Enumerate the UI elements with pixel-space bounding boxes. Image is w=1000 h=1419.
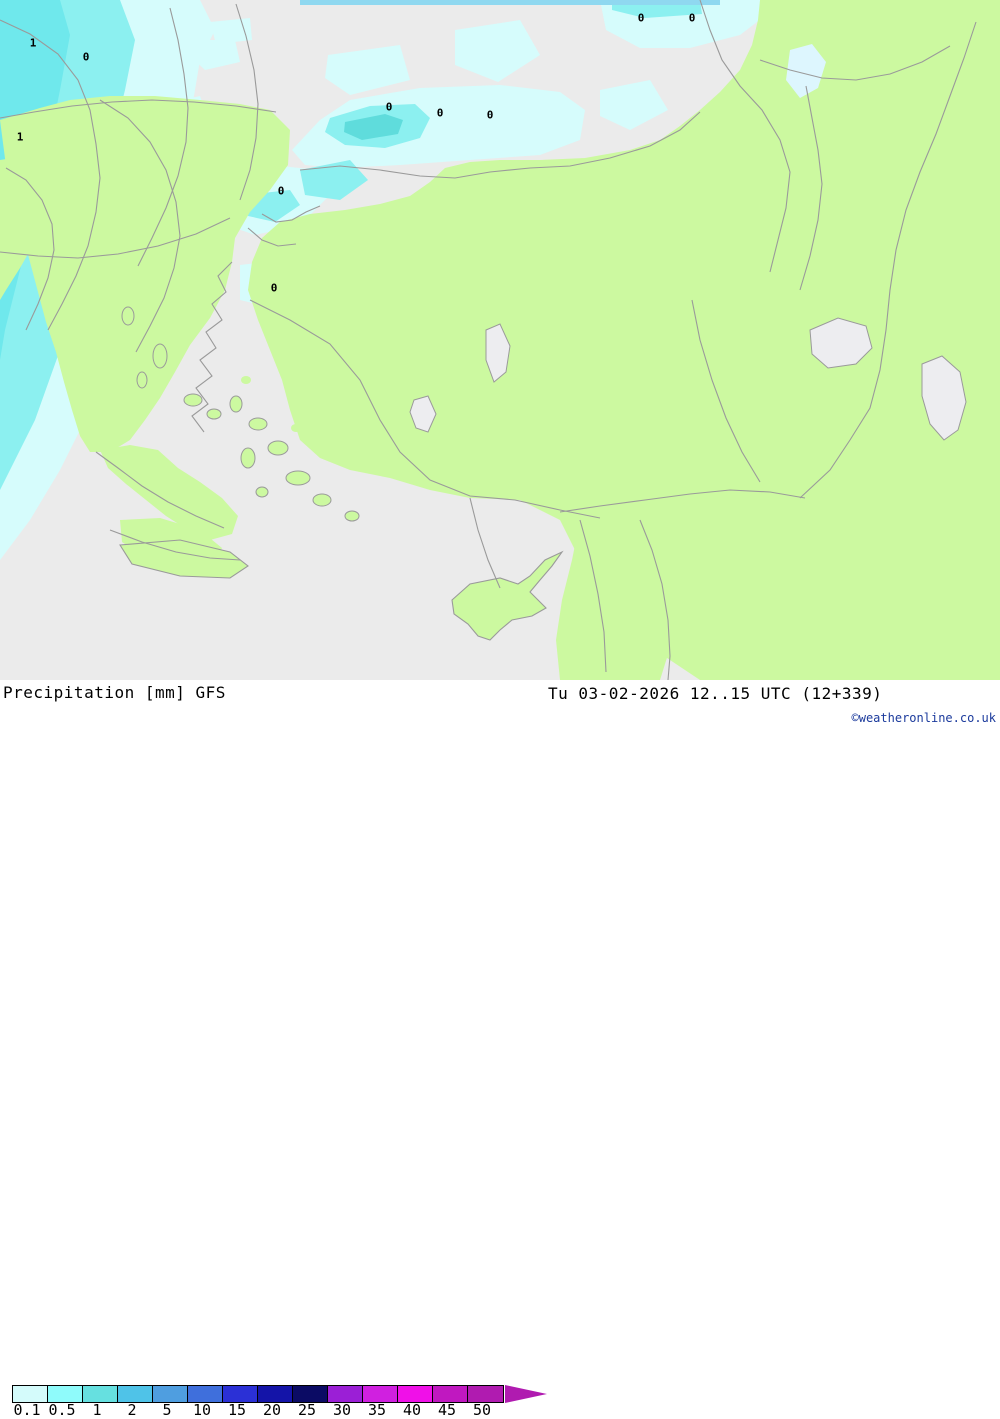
colorbar-tick: 20 <box>262 1401 282 1419</box>
colorbar-tick-labels: 0.1 0.5 1 2 5 10 15 20 25 30 35 40 45 50 <box>0 1401 540 1419</box>
colorbar-swatch[interactable] <box>363 1386 398 1402</box>
lakes-layer <box>409 44 967 441</box>
precip-value-label: 0 <box>637 11 645 25</box>
precip-value-label: 0 <box>385 100 393 114</box>
map-canvas <box>0 0 1000 680</box>
colorbar-swatch[interactable] <box>48 1386 83 1402</box>
colorbar-tick: 25 <box>297 1401 317 1419</box>
copyright-notice: ©weatheronline.co.uk <box>851 711 997 725</box>
map-footer: Precipitation [mm] GFS Tu 03-02-2026 12.… <box>0 680 1000 1419</box>
colorbar-tick: 50 <box>472 1401 492 1419</box>
colorbar-tick: 1 <box>92 1401 102 1419</box>
colorbar-swatch[interactable] <box>258 1386 293 1402</box>
colorbar-swatch[interactable] <box>83 1386 118 1402</box>
colorbar-tick: 15 <box>227 1401 247 1419</box>
precip-value-label: 0 <box>277 184 285 198</box>
precip-value-label: 0 <box>688 11 696 25</box>
borders-layer <box>0 0 977 680</box>
colorbar-swatch[interactable] <box>13 1386 48 1402</box>
colorbar-swatch[interactable] <box>433 1386 468 1402</box>
colorbar-tick: 0.1 <box>13 1401 41 1419</box>
precip-value-label: 1 <box>29 36 37 50</box>
colorbar-swatch[interactable] <box>223 1386 258 1402</box>
precip-value-label: 0 <box>270 281 278 295</box>
colorbar-tick: 45 <box>437 1401 457 1419</box>
precip-value-label: 0 <box>486 108 494 122</box>
colorbar-tick: 10 <box>192 1401 212 1419</box>
colorbar-tick: 5 <box>162 1401 172 1419</box>
legend-title: Precipitation [mm] GFS <box>3 683 226 702</box>
colorbar-tick: 35 <box>367 1401 387 1419</box>
colorbar-swatch[interactable] <box>153 1386 188 1402</box>
precipitation-map[interactable]: 1 0 1 0 0 0 0 0 0 0 <box>0 0 1000 680</box>
colorbar-swatch[interactable] <box>188 1386 223 1402</box>
colorbar-tick: 40 <box>402 1401 422 1419</box>
colorbar-tick: 2 <box>127 1401 137 1419</box>
colorbar-swatch[interactable] <box>328 1386 363 1402</box>
forecast-datetime: Tu 03-02-2026 12..15 UTC (12+339) <box>548 684 883 703</box>
colorbar-swatch[interactable] <box>398 1386 433 1402</box>
precip-value-label: 1 <box>16 130 24 144</box>
colorbar-tick: 0.5 <box>48 1401 76 1419</box>
precip-value-label: 0 <box>82 50 90 64</box>
colorbar-swatch[interactable] <box>118 1386 153 1402</box>
colorbar-swatch[interactable] <box>293 1386 328 1402</box>
colorbar-swatch[interactable] <box>468 1386 503 1402</box>
precip-value-label: 0 <box>436 106 444 120</box>
colorbar-tick: 30 <box>332 1401 352 1419</box>
